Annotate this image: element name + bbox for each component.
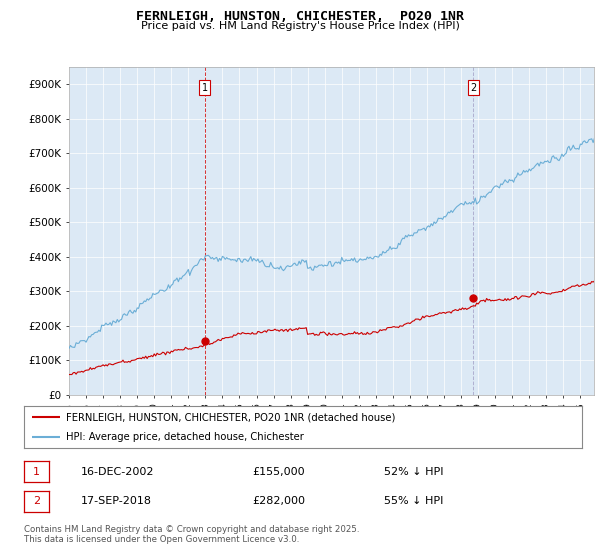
Text: 2: 2	[470, 83, 476, 93]
Text: £155,000: £155,000	[252, 466, 305, 477]
Text: FERNLEIGH, HUNSTON, CHICHESTER, PO20 1NR (detached house): FERNLEIGH, HUNSTON, CHICHESTER, PO20 1NR…	[66, 412, 395, 422]
Text: 1: 1	[33, 466, 40, 477]
Text: 55% ↓ HPI: 55% ↓ HPI	[384, 496, 443, 506]
Text: £282,000: £282,000	[252, 496, 305, 506]
Text: 2: 2	[33, 496, 40, 506]
Text: Price paid vs. HM Land Registry's House Price Index (HPI): Price paid vs. HM Land Registry's House …	[140, 21, 460, 31]
Text: 17-SEP-2018: 17-SEP-2018	[81, 496, 152, 506]
Text: FERNLEIGH, HUNSTON, CHICHESTER,  PO20 1NR: FERNLEIGH, HUNSTON, CHICHESTER, PO20 1NR	[136, 10, 464, 22]
Text: HPI: Average price, detached house, Chichester: HPI: Average price, detached house, Chic…	[66, 432, 304, 442]
Text: 52% ↓ HPI: 52% ↓ HPI	[384, 466, 443, 477]
Text: 1: 1	[202, 83, 208, 93]
Text: 16-DEC-2002: 16-DEC-2002	[81, 466, 155, 477]
Text: Contains HM Land Registry data © Crown copyright and database right 2025.
This d: Contains HM Land Registry data © Crown c…	[24, 525, 359, 544]
